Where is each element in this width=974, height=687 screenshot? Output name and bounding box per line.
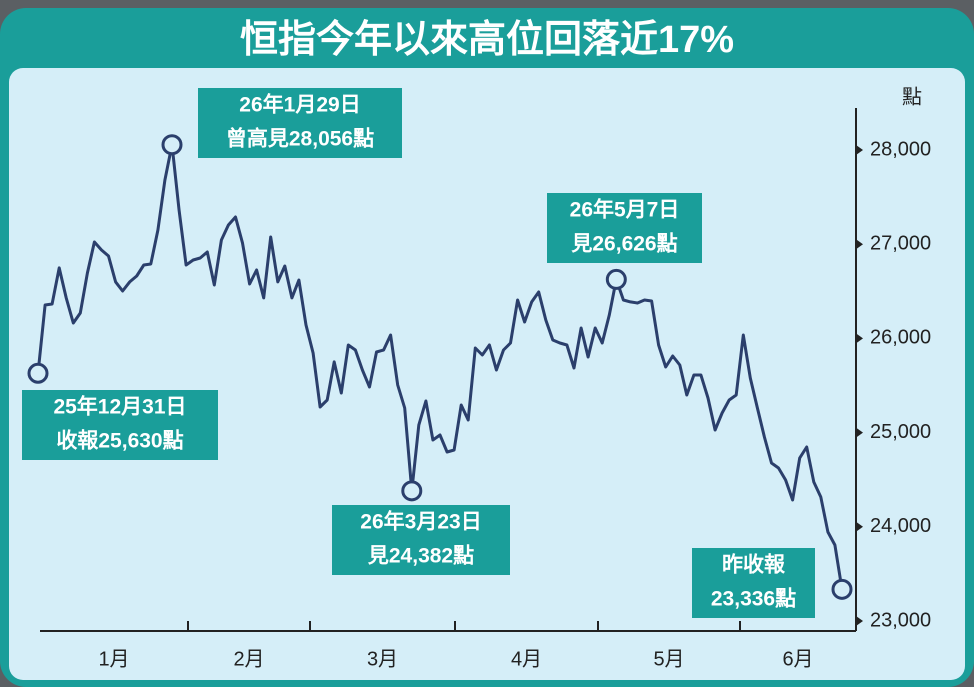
y-tick-label: 27,000 bbox=[870, 232, 931, 254]
annotation-text: 23,336點 bbox=[711, 588, 796, 611]
y-tick-label: 24,000 bbox=[870, 515, 931, 537]
plot-area bbox=[9, 68, 965, 680]
y-unit: 點 bbox=[902, 85, 922, 108]
x-tick-label: 1月 bbox=[98, 648, 129, 670]
x-tick-label: 3月 bbox=[367, 648, 398, 670]
annotation-text: 收報25,630點 bbox=[56, 429, 183, 453]
x-tick-label: 2月 bbox=[233, 648, 264, 670]
y-tick-label: 26,000 bbox=[870, 327, 931, 349]
highlight-point bbox=[403, 482, 421, 500]
annotation-text: 26年3月23日 bbox=[360, 510, 481, 534]
annotation-text: 26年1月29日 bbox=[239, 93, 360, 117]
highlight-point bbox=[833, 580, 851, 598]
x-tick-label: 5月 bbox=[653, 648, 684, 670]
annotation-text: 25年12月31日 bbox=[53, 395, 186, 419]
chart-title: 恒指今年以來高位回落近17% bbox=[240, 19, 734, 61]
y-tick-label: 25,000 bbox=[870, 421, 931, 443]
y-tick-label: 23,000 bbox=[870, 609, 931, 631]
highlight-point bbox=[607, 270, 625, 288]
y-tick-label: 28,000 bbox=[870, 138, 931, 160]
annotation-text: 見26,626點 bbox=[571, 233, 677, 256]
highlight-point bbox=[29, 364, 47, 382]
x-tick-label: 4月 bbox=[511, 648, 542, 670]
chart: 恒指今年以來高位回落近17% 點 23,000 24,000 25,000 26,00… bbox=[0, 0, 974, 687]
x-tick-label: 6月 bbox=[782, 648, 813, 670]
annotation-text: 曾高見28,056點 bbox=[226, 127, 374, 151]
annotation-text: 見24,382點 bbox=[368, 545, 474, 568]
annotation-text: 26年5月7日 bbox=[570, 198, 680, 222]
annotation-text: 昨收報 bbox=[722, 553, 786, 577]
highlight-point bbox=[163, 136, 181, 154]
